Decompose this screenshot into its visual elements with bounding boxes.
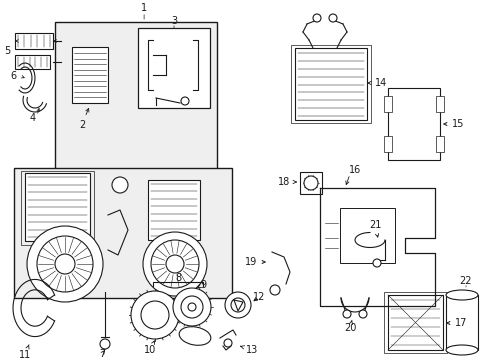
Circle shape — [358, 310, 366, 318]
Text: 6: 6 — [10, 71, 16, 81]
Bar — [290, 45, 370, 123]
Bar — [21, 171, 94, 245]
Text: 16: 16 — [348, 165, 360, 175]
Text: 14: 14 — [367, 78, 386, 88]
Circle shape — [269, 285, 280, 295]
Bar — [435, 96, 443, 112]
Text: 22: 22 — [459, 276, 471, 286]
Bar — [14, 168, 231, 298]
Text: 21: 21 — [368, 220, 381, 237]
Text: 9: 9 — [197, 280, 206, 290]
Ellipse shape — [179, 327, 210, 345]
Circle shape — [131, 291, 179, 339]
Circle shape — [230, 298, 244, 312]
Bar — [387, 295, 442, 350]
Circle shape — [224, 292, 250, 318]
Circle shape — [181, 296, 203, 318]
Text: 12: 12 — [252, 292, 265, 302]
Circle shape — [328, 14, 336, 22]
Bar — [148, 180, 200, 240]
Text: 15: 15 — [443, 119, 464, 129]
Bar — [299, 172, 321, 194]
Text: 18: 18 — [277, 177, 296, 187]
Ellipse shape — [445, 345, 477, 355]
Text: 20: 20 — [343, 320, 355, 333]
Circle shape — [342, 310, 350, 318]
Circle shape — [181, 97, 189, 105]
Text: 13: 13 — [240, 345, 258, 355]
Circle shape — [141, 301, 169, 329]
Text: 1: 1 — [141, 3, 147, 13]
Bar — [339, 208, 394, 263]
Text: 7: 7 — [99, 349, 105, 359]
Circle shape — [187, 303, 196, 311]
Bar — [55, 22, 217, 177]
Bar — [15, 55, 50, 69]
Ellipse shape — [445, 290, 477, 300]
Circle shape — [27, 226, 103, 302]
Bar — [383, 136, 391, 152]
Circle shape — [173, 288, 210, 326]
Text: 8: 8 — [175, 273, 181, 283]
Circle shape — [112, 177, 128, 193]
Bar — [387, 88, 439, 160]
Circle shape — [372, 259, 380, 267]
Circle shape — [37, 236, 93, 292]
Text: 11: 11 — [19, 345, 31, 360]
Text: 4: 4 — [30, 113, 36, 123]
Circle shape — [100, 339, 110, 349]
Bar — [294, 48, 366, 120]
Bar — [72, 47, 108, 103]
Circle shape — [55, 254, 75, 274]
Text: 2: 2 — [79, 108, 89, 130]
Circle shape — [312, 14, 320, 22]
Bar — [25, 173, 90, 241]
Text: 3: 3 — [171, 16, 177, 26]
Bar — [435, 136, 443, 152]
Text: 17: 17 — [446, 318, 467, 328]
Text: 19: 19 — [244, 257, 265, 267]
Circle shape — [142, 232, 206, 296]
Bar — [15, 33, 53, 49]
Bar — [383, 96, 391, 112]
Bar — [445, 295, 477, 350]
Text: 10: 10 — [143, 341, 156, 355]
Circle shape — [165, 255, 183, 273]
Circle shape — [151, 240, 199, 288]
Text: 5: 5 — [4, 46, 10, 56]
Bar — [138, 28, 209, 108]
Bar — [383, 292, 446, 353]
Circle shape — [224, 339, 231, 347]
Circle shape — [304, 176, 317, 190]
